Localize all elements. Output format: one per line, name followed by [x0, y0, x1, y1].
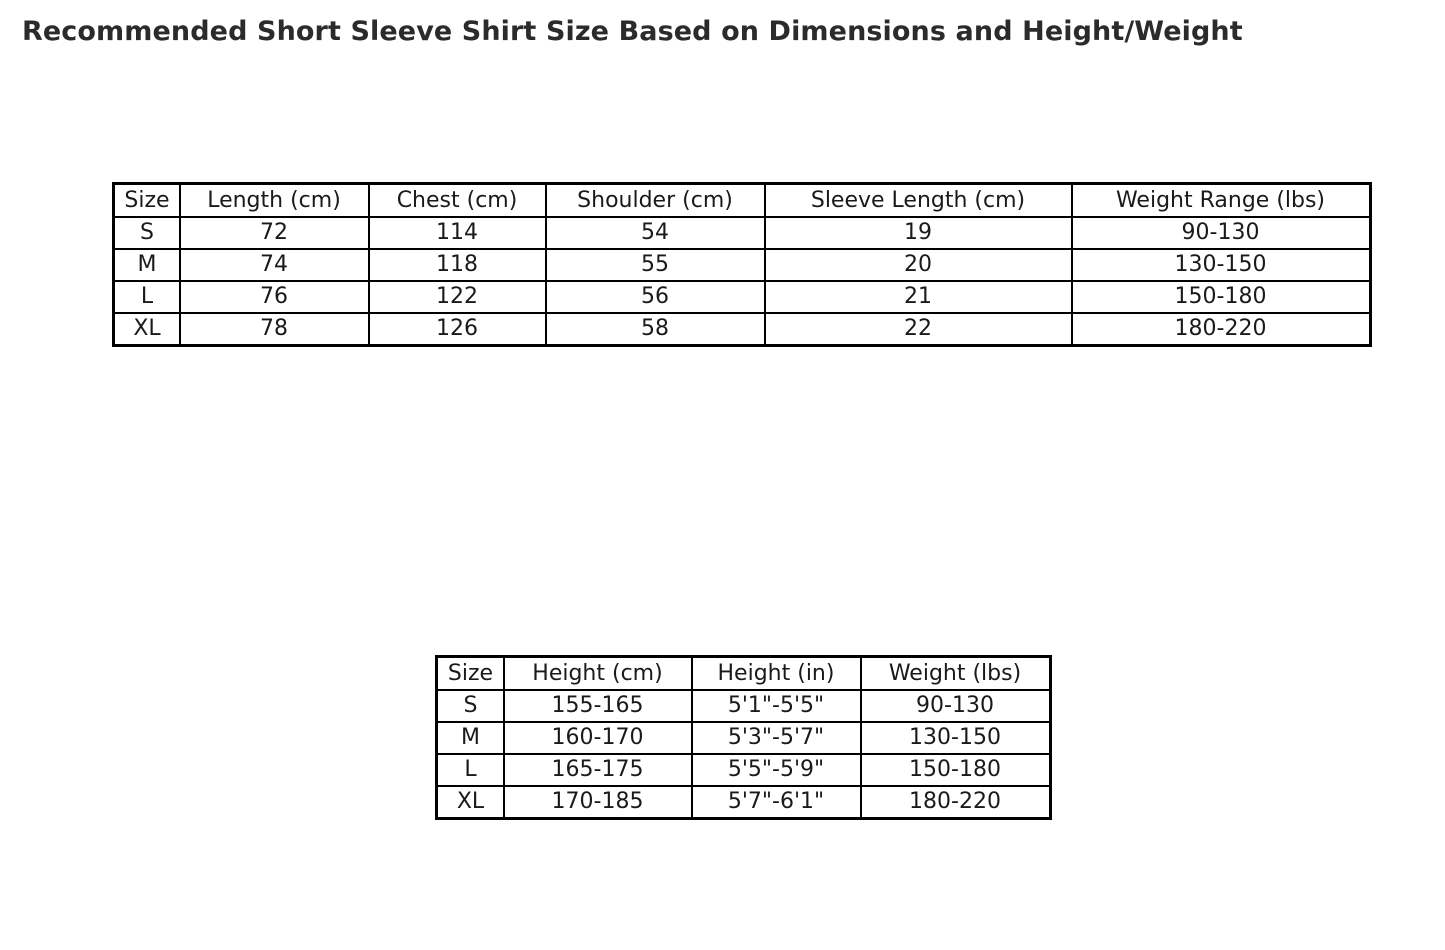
cell-length: 72 — [178, 215, 370, 250]
cell-height-in: 5'5"-5'9" — [690, 752, 862, 787]
cell-height-in: 5'3"-5'7" — [690, 720, 862, 755]
cell-sleeve-length: 19 — [763, 215, 1073, 250]
cell-height-cm: 170-185 — [502, 784, 693, 820]
table-body: S 72 114 54 19 90-130 M 74 118 55 20 130… — [112, 215, 1372, 347]
cell-shoulder: 54 — [544, 215, 766, 250]
cell-height-cm: 165-175 — [502, 752, 693, 787]
cell-chest: 126 — [367, 311, 547, 347]
column-header-shoulder: Shoulder (cm) — [544, 182, 766, 218]
table-header-row: Size Height (cm) Height (in) Weight (lbs… — [435, 655, 1052, 691]
page-title: Recommended Short Sleeve Shirt Size Base… — [22, 16, 1243, 47]
cell-sleeve-length: 22 — [763, 311, 1073, 347]
table-header: Size Length (cm) Chest (cm) Shoulder (cm… — [112, 182, 1372, 218]
table-row: M 160-170 5'3"-5'7" 130-150 — [435, 720, 1052, 755]
table-row: XL 170-185 5'7"-6'1" 180-220 — [435, 784, 1052, 820]
table-header: Size Height (cm) Height (in) Weight (lbs… — [435, 655, 1052, 691]
cell-weight-range: 150-180 — [1070, 279, 1372, 314]
cell-size: S — [112, 215, 181, 250]
cell-weight-lbs: 180-220 — [859, 784, 1052, 820]
cell-shoulder: 56 — [544, 279, 766, 314]
cell-length: 74 — [178, 247, 370, 282]
column-header-height-in: Height (in) — [690, 655, 862, 691]
column-header-size: Size — [435, 655, 505, 691]
cell-height-in: 5'1"-5'5" — [690, 688, 862, 723]
table-row: M 74 118 55 20 130-150 — [112, 247, 1372, 282]
cell-length: 78 — [178, 311, 370, 347]
cell-height-cm: 155-165 — [502, 688, 693, 723]
cell-size: S — [435, 688, 505, 723]
cell-height-cm: 160-170 — [502, 720, 693, 755]
cell-weight-range: 180-220 — [1070, 311, 1372, 347]
cell-size: L — [435, 752, 505, 787]
cell-weight-lbs: 150-180 — [859, 752, 1052, 787]
cell-chest: 118 — [367, 247, 547, 282]
table-row: S 72 114 54 19 90-130 — [112, 215, 1372, 250]
table-body: S 155-165 5'1"-5'5" 90-130 M 160-170 5'3… — [435, 688, 1052, 820]
cell-size: XL — [435, 784, 505, 820]
column-header-length: Length (cm) — [178, 182, 370, 218]
table-header-row: Size Length (cm) Chest (cm) Shoulder (cm… — [112, 182, 1372, 218]
column-header-weight-range: Weight Range (lbs) — [1070, 182, 1372, 218]
table-row: S 155-165 5'1"-5'5" 90-130 — [435, 688, 1052, 723]
cell-weight-lbs: 130-150 — [859, 720, 1052, 755]
cell-weight-range: 90-130 — [1070, 215, 1372, 250]
table-row: XL 78 126 58 22 180-220 — [112, 311, 1372, 347]
cell-chest: 122 — [367, 279, 547, 314]
cell-length: 76 — [178, 279, 370, 314]
cell-size: XL — [112, 311, 181, 347]
cell-chest: 114 — [367, 215, 547, 250]
cell-sleeve-length: 21 — [763, 279, 1073, 314]
table-row: L 76 122 56 21 150-180 — [112, 279, 1372, 314]
column-header-size: Size — [112, 182, 181, 218]
column-header-weight-lbs: Weight (lbs) — [859, 655, 1052, 691]
cell-sleeve-length: 20 — [763, 247, 1073, 282]
column-header-chest: Chest (cm) — [367, 182, 547, 218]
shirt-dimensions-table: Size Length (cm) Chest (cm) Shoulder (cm… — [112, 182, 1372, 347]
column-header-sleeve-length: Sleeve Length (cm) — [763, 182, 1073, 218]
cell-weight-range: 130-150 — [1070, 247, 1372, 282]
cell-shoulder: 55 — [544, 247, 766, 282]
height-weight-table: Size Height (cm) Height (in) Weight (lbs… — [435, 655, 1052, 820]
cell-size: L — [112, 279, 181, 314]
cell-shoulder: 58 — [544, 311, 766, 347]
table-row: L 165-175 5'5"-5'9" 150-180 — [435, 752, 1052, 787]
cell-height-in: 5'7"-6'1" — [690, 784, 862, 820]
cell-weight-lbs: 90-130 — [859, 688, 1052, 723]
cell-size: M — [435, 720, 505, 755]
cell-size: M — [112, 247, 181, 282]
column-header-height-cm: Height (cm) — [502, 655, 693, 691]
